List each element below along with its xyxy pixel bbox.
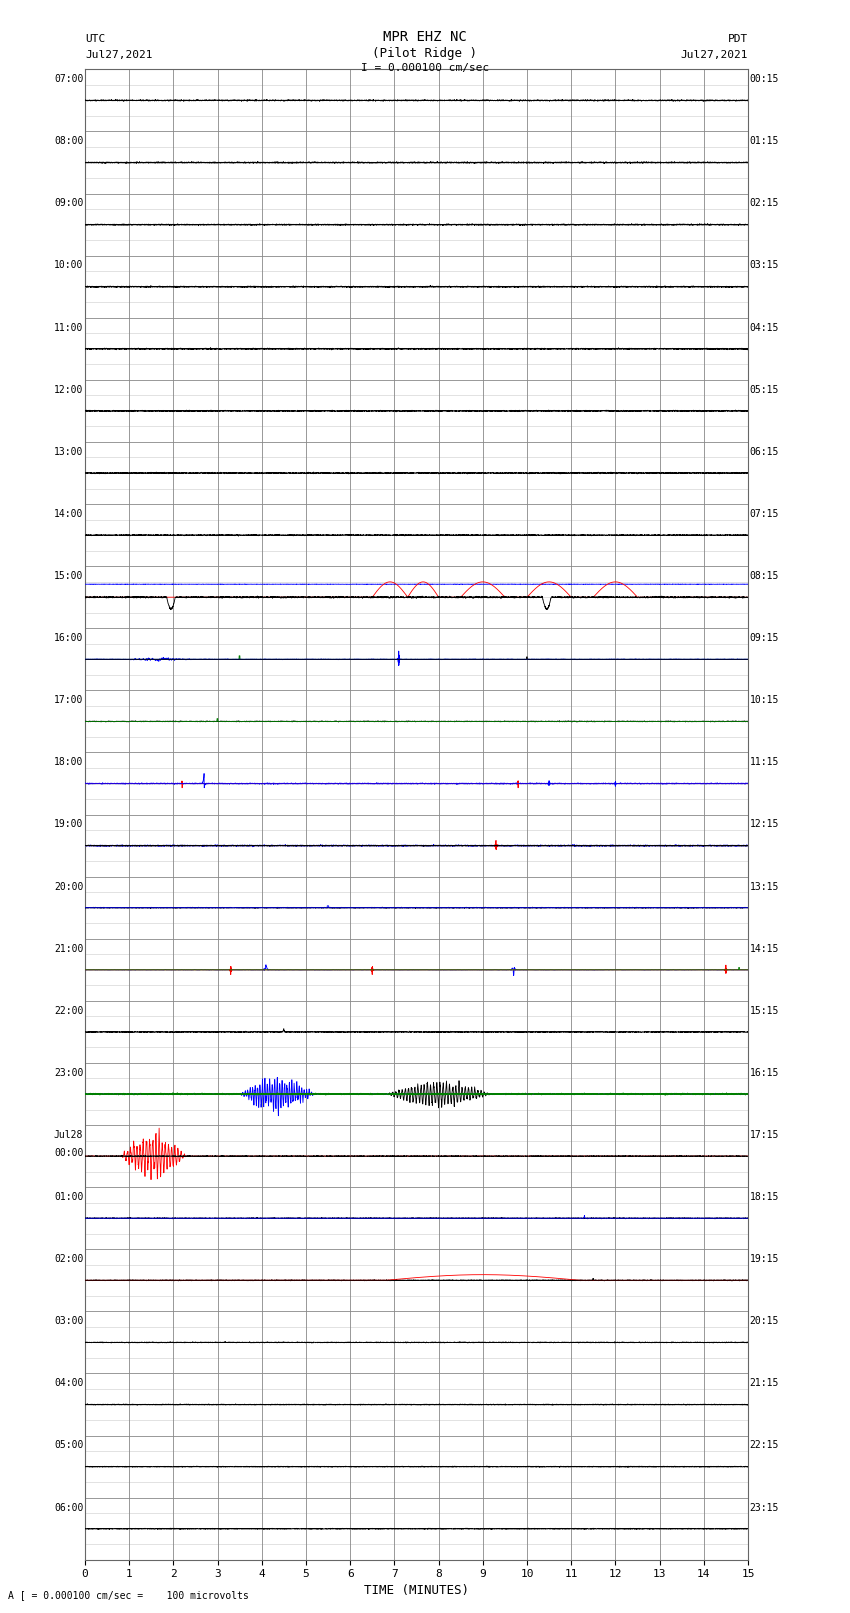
Text: 15:15: 15:15 (750, 1007, 779, 1016)
Text: 14:00: 14:00 (54, 510, 83, 519)
Text: 08:15: 08:15 (750, 571, 779, 581)
Text: 19:15: 19:15 (750, 1255, 779, 1265)
Text: 01:00: 01:00 (54, 1192, 83, 1202)
Text: 04:15: 04:15 (750, 323, 779, 332)
Text: 13:00: 13:00 (54, 447, 83, 456)
Text: 09:15: 09:15 (750, 634, 779, 644)
Text: 09:00: 09:00 (54, 198, 83, 208)
Text: 18:00: 18:00 (54, 758, 83, 768)
Text: PDT: PDT (728, 34, 748, 44)
Text: 06:00: 06:00 (54, 1503, 83, 1513)
Text: 17:00: 17:00 (54, 695, 83, 705)
Text: 21:15: 21:15 (750, 1378, 779, 1389)
Text: 01:15: 01:15 (750, 137, 779, 147)
Text: 12:15: 12:15 (750, 819, 779, 829)
Text: 10:00: 10:00 (54, 260, 83, 271)
Text: MPR EHZ NC: MPR EHZ NC (383, 31, 467, 44)
Text: 18:15: 18:15 (750, 1192, 779, 1202)
Text: 08:00: 08:00 (54, 137, 83, 147)
Text: UTC: UTC (85, 34, 105, 44)
Text: 00:15: 00:15 (750, 74, 779, 84)
Text: 05:15: 05:15 (750, 386, 779, 395)
Text: 21:00: 21:00 (54, 944, 83, 953)
Text: 06:15: 06:15 (750, 447, 779, 456)
Text: 15:00: 15:00 (54, 571, 83, 581)
Text: 00:00: 00:00 (54, 1148, 83, 1158)
Text: 11:15: 11:15 (750, 758, 779, 768)
Text: 03:00: 03:00 (54, 1316, 83, 1326)
Text: (Pilot Ridge ): (Pilot Ridge ) (372, 47, 478, 60)
Text: Jul27,2021: Jul27,2021 (85, 50, 152, 60)
Text: 02:00: 02:00 (54, 1255, 83, 1265)
X-axis label: TIME (MINUTES): TIME (MINUTES) (364, 1584, 469, 1597)
Text: 23:00: 23:00 (54, 1068, 83, 1077)
Text: 07:00: 07:00 (54, 74, 83, 84)
Text: 05:00: 05:00 (54, 1440, 83, 1450)
Text: I = 0.000100 cm/sec: I = 0.000100 cm/sec (361, 63, 489, 73)
Text: Jul28: Jul28 (54, 1129, 83, 1140)
Text: 12:00: 12:00 (54, 386, 83, 395)
Text: 16:15: 16:15 (750, 1068, 779, 1077)
Text: 19:00: 19:00 (54, 819, 83, 829)
Text: 22:00: 22:00 (54, 1007, 83, 1016)
Text: 16:00: 16:00 (54, 634, 83, 644)
Text: 14:15: 14:15 (750, 944, 779, 953)
Text: 11:00: 11:00 (54, 323, 83, 332)
Text: 23:15: 23:15 (750, 1503, 779, 1513)
Text: 03:15: 03:15 (750, 260, 779, 271)
Text: A [ = 0.000100 cm/sec =    100 microvolts: A [ = 0.000100 cm/sec = 100 microvolts (8, 1590, 249, 1600)
Text: 10:15: 10:15 (750, 695, 779, 705)
Text: 13:15: 13:15 (750, 882, 779, 892)
Text: 17:15: 17:15 (750, 1129, 779, 1140)
Text: 07:15: 07:15 (750, 510, 779, 519)
Text: Jul27,2021: Jul27,2021 (681, 50, 748, 60)
Text: 22:15: 22:15 (750, 1440, 779, 1450)
Text: 04:00: 04:00 (54, 1378, 83, 1389)
Text: 20:00: 20:00 (54, 882, 83, 892)
Text: 02:15: 02:15 (750, 198, 779, 208)
Text: 20:15: 20:15 (750, 1316, 779, 1326)
